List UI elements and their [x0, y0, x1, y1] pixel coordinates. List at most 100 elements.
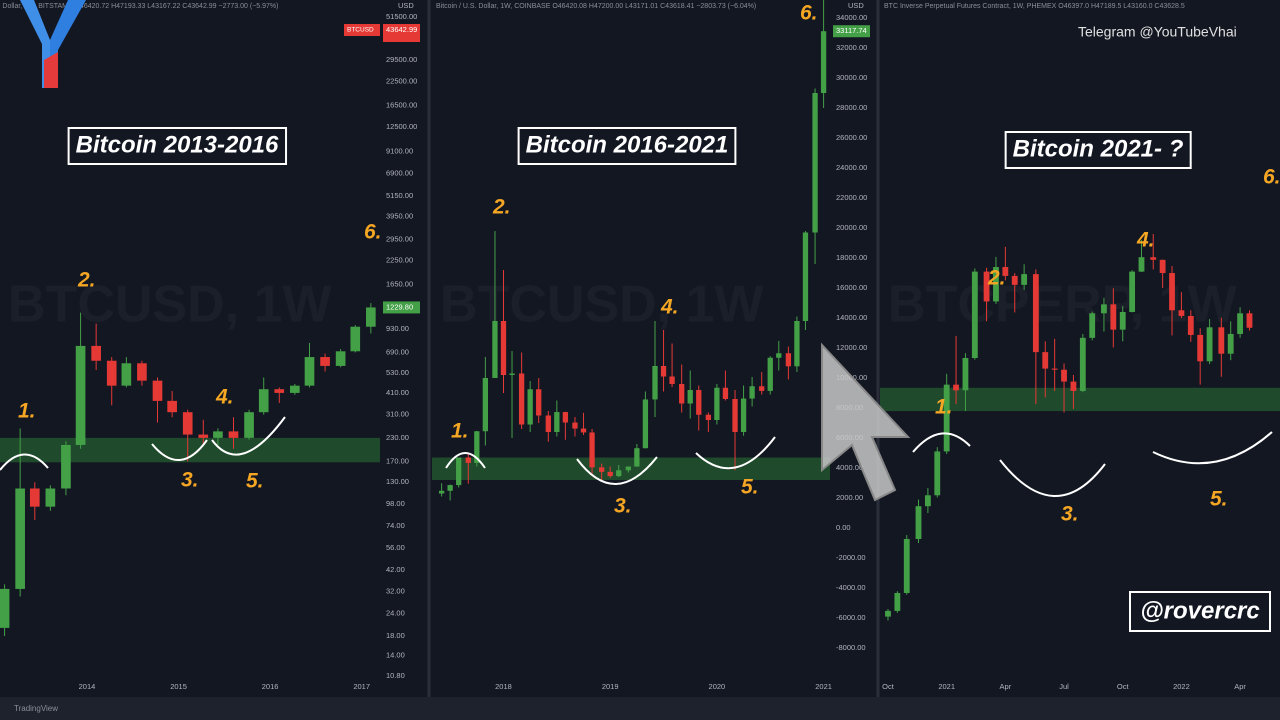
candle-body [91, 345, 101, 361]
candle-body [1237, 313, 1244, 334]
candle-body [696, 390, 702, 415]
candle-body [15, 488, 25, 589]
y-tick-label: 98.00 [386, 499, 405, 508]
price-label: 43642.99 [386, 25, 417, 34]
watermark: BTCPERP, 1W [888, 276, 1238, 334]
y-tick-label: 4000.00 [836, 463, 863, 472]
candle-body [634, 448, 640, 467]
candle-body [1101, 304, 1107, 314]
candle-body [1197, 334, 1204, 362]
candle-body [1110, 304, 1117, 330]
y-tick-label: 3950.00 [386, 212, 413, 221]
footer-brand: TradingView [14, 704, 58, 713]
candle-body [722, 387, 729, 399]
y-tick-label: 22000.00 [836, 193, 867, 202]
y-tick-label: -2000.00 [836, 553, 866, 562]
y-tick-label: 12000.00 [836, 343, 867, 352]
candle-body [335, 351, 346, 366]
y-tick-label: 2250.00 [386, 255, 413, 264]
mouse-cursor [821, 342, 911, 502]
y-tick-label: 410.00 [386, 388, 409, 397]
candle-body [152, 380, 163, 401]
arc [576, 456, 658, 485]
y-tick-label: 18.00 [386, 631, 405, 640]
annotation: 4. [1136, 229, 1155, 252]
y-tick-label: 930.00 [386, 324, 409, 333]
candle-body [121, 363, 132, 386]
plot-area: BTCUSD, 1W [0, 303, 380, 637]
y-tick-label: -8000.00 [836, 643, 866, 652]
annotation: 6. [800, 2, 818, 25]
y-tick-label: 28000.00 [836, 103, 867, 112]
y-tick-label: 14000.00 [836, 313, 867, 322]
title-box [67, 127, 288, 165]
candle-body [1079, 337, 1086, 391]
annotation: 3. [614, 495, 632, 518]
candle-body [785, 353, 792, 367]
x-tick-label: 2021 [938, 682, 955, 691]
symbol-tag: BTCUSD [347, 27, 374, 34]
annotation: 1. [935, 396, 953, 419]
candle-body [213, 431, 223, 438]
y-tick-label: 690.00 [386, 347, 409, 356]
candle-body [198, 434, 209, 438]
candle-body [599, 467, 605, 472]
candle-body [943, 384, 950, 452]
candle-body [572, 422, 578, 429]
y-tick-label: 170.00 [386, 456, 409, 465]
chart-header: Bitcoin / U.S. Dollar, 1W, BITSTAMP O464… [0, 3, 278, 10]
x-tick-label: Oct [1117, 682, 1130, 691]
candle-body [924, 495, 931, 507]
candle-body [705, 414, 712, 420]
y-tick-label: 16500.00 [386, 100, 417, 109]
candle-body [274, 389, 285, 393]
candle-body [554, 412, 560, 432]
arc [695, 436, 776, 470]
candle-body [304, 357, 315, 386]
annotation: 6. [364, 221, 382, 244]
candle-body [915, 506, 922, 539]
candle-body [0, 588, 10, 628]
annotation: 6. [1263, 166, 1280, 189]
candle-body [1051, 368, 1058, 370]
candle-body [642, 399, 649, 449]
y-tick-label: 51500.00 [386, 12, 417, 21]
candle-body [61, 444, 71, 489]
x-tick-label: Oct [882, 682, 895, 691]
candle-body [137, 363, 147, 381]
arc [1152, 431, 1273, 465]
y-tick-label: 32000.00 [836, 43, 867, 52]
y-tick-label: 130.00 [386, 477, 409, 486]
candle-body [993, 267, 999, 302]
candle-body [776, 353, 782, 358]
y-tick-label: 530.00 [386, 368, 409, 377]
candle-body [562, 412, 569, 423]
candle-body [366, 307, 376, 327]
candle-body [1002, 267, 1009, 276]
candle-body [679, 384, 685, 404]
candle-body [482, 378, 488, 432]
candle-body [167, 400, 177, 413]
logo [44, 52, 58, 88]
annotation: 3. [181, 469, 199, 492]
x-tick-label: 2022 [1173, 682, 1190, 691]
candle-body [885, 610, 891, 617]
candle-body [962, 358, 969, 391]
candle-body [1246, 313, 1253, 328]
candle-body [258, 389, 269, 413]
price-label-box [383, 301, 420, 314]
candle-body [228, 431, 239, 438]
candle-body [1178, 310, 1185, 316]
y-tick-label: 32.00 [386, 586, 405, 595]
y-tick-label: 12500.00 [386, 122, 417, 131]
plot-area: BTCPERP, 1W [880, 234, 1280, 621]
logo [50, 0, 86, 88]
annotation: 5. [1210, 488, 1228, 511]
annotation: 5. [246, 470, 264, 493]
candle-body [740, 398, 747, 432]
credit: @rovercrc [1140, 597, 1259, 624]
candle-body [1159, 259, 1166, 274]
plot-area: BTCUSD, 1W [432, 0, 830, 501]
chart-header: BTC Inverse Perpetual Futures Contract, … [884, 3, 1185, 10]
